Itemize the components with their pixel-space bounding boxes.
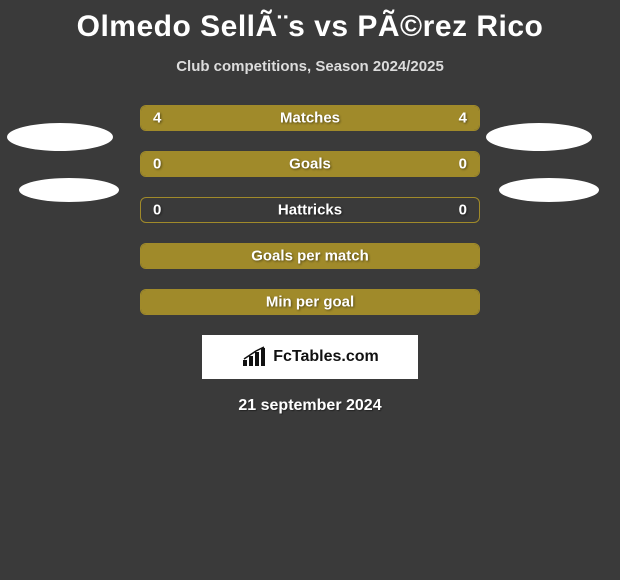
stat-row: Min per goal	[140, 289, 480, 315]
stat-row: Goals 0 0	[140, 151, 480, 177]
stat-label: Min per goal	[266, 294, 354, 311]
chart-icon	[241, 346, 267, 368]
ellipse-decorative	[19, 178, 119, 202]
stat-value-left: 0	[153, 156, 161, 173]
stat-value-right: 0	[459, 156, 467, 173]
ellipse-decorative	[486, 123, 592, 151]
stat-row: Goals per match	[140, 243, 480, 269]
stat-fill-right	[310, 152, 479, 176]
stat-label: Goals per match	[251, 248, 369, 265]
stat-value-right: 0	[459, 202, 467, 219]
stat-value-right: 4	[459, 110, 467, 127]
stat-row: Matches 4 4	[140, 105, 480, 131]
site-badge: FcTables.com	[202, 335, 418, 379]
stat-row: Hattricks 0 0	[140, 197, 480, 223]
stat-value-left: 4	[153, 110, 161, 127]
page-title: Olmedo SellÃ¨s vs PÃ©rez Rico	[0, 0, 620, 44]
stat-value-left: 0	[153, 202, 161, 219]
ellipse-decorative	[7, 123, 113, 151]
stat-label: Hattricks	[278, 202, 342, 219]
ellipse-decorative	[499, 178, 599, 202]
stat-fill-left	[141, 152, 310, 176]
date-text: 21 september 2024	[0, 397, 620, 415]
stat-label: Matches	[280, 110, 340, 127]
badge-text: FcTables.com	[273, 348, 379, 366]
stat-label: Goals	[289, 156, 331, 173]
page-subtitle: Club competitions, Season 2024/2025	[0, 58, 620, 75]
